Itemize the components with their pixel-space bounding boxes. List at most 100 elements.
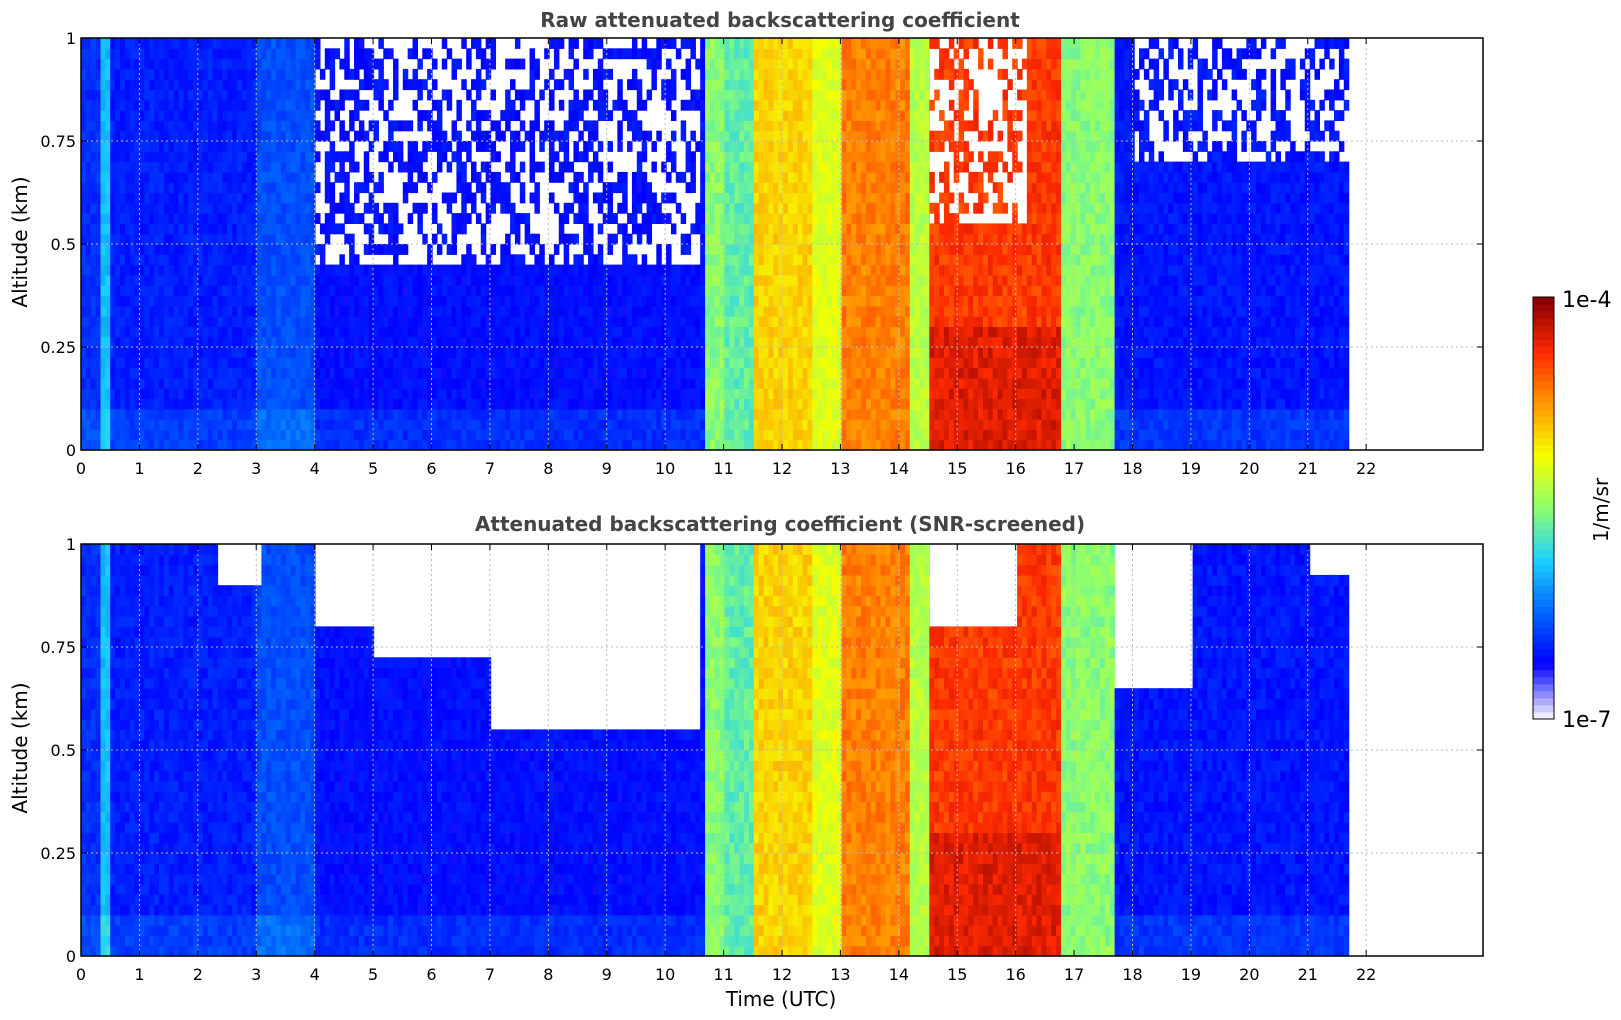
- heatmap-cell: [714, 130, 721, 142]
- heatmap-cell: [232, 48, 238, 60]
- heatmap-cell: [792, 110, 799, 121]
- heatmap-cell: [163, 367, 170, 379]
- heatmap-cell: [568, 68, 575, 80]
- heatmap-cell: [422, 326, 428, 338]
- heatmap-cell: [485, 326, 492, 338]
- heatmap-cell: [159, 244, 165, 255]
- heatmap-cell: [363, 295, 370, 307]
- heatmap-cell: [773, 79, 779, 91]
- heatmap-cell: [354, 408, 360, 420]
- heatmap-cell: [241, 367, 248, 379]
- heatmap-cell: [344, 336, 350, 348]
- heatmap-cell: [456, 223, 462, 235]
- heatmap-cell: [315, 357, 321, 369]
- heatmap-cell: [378, 79, 384, 91]
- heatmap-cell: [475, 336, 482, 348]
- heatmap-cell: [246, 48, 253, 60]
- heatmap-cell: [544, 357, 550, 369]
- heatmap-cell: [134, 192, 141, 204]
- heatmap-cell: [651, 429, 657, 441]
- heatmap-cell: [105, 233, 111, 245]
- heatmap-cell: [124, 58, 131, 70]
- heatmap-cell: [558, 357, 565, 369]
- heatmap-cell: [568, 336, 575, 348]
- heatmap-cell: [680, 295, 687, 307]
- heatmap-cell: [217, 110, 223, 121]
- heatmap-cell: [129, 439, 136, 451]
- heatmap-cell: [656, 274, 662, 286]
- heatmap-cell: [227, 213, 233, 224]
- heatmap-cell: [524, 388, 531, 400]
- heatmap-cell: [456, 264, 462, 276]
- heatmap-cell: [588, 120, 594, 132]
- heatmap-cell: [617, 419, 623, 430]
- heatmap-cell: [778, 202, 784, 214]
- heatmap-cell: [129, 223, 136, 235]
- heatmap-cell: [149, 274, 155, 286]
- heatmap-cell: [193, 388, 199, 400]
- heatmap-cell: [768, 233, 774, 245]
- heatmap-cell: [310, 336, 316, 348]
- heatmap-cell: [622, 223, 628, 235]
- heatmap-cell: [115, 68, 121, 80]
- heatmap-cell: [193, 223, 199, 235]
- heatmap-cell: [305, 171, 311, 183]
- heatmap-cell: [232, 357, 238, 369]
- heatmap-cell: [85, 285, 92, 297]
- heatmap-cell: [149, 130, 155, 142]
- heatmap-cell: [202, 202, 209, 214]
- heatmap-cell: [295, 89, 301, 101]
- heatmap-cell: [714, 357, 721, 369]
- heatmap-cell: [783, 305, 789, 317]
- heatmap-cell: [787, 99, 794, 111]
- heatmap-cell: [285, 347, 292, 358]
- heatmap-cell: [305, 161, 311, 173]
- heatmap-cell: [149, 357, 155, 369]
- heatmap-cell: [144, 398, 150, 410]
- heatmap-cell: [622, 408, 628, 420]
- heatmap-cell: [124, 295, 131, 307]
- heatmap-cell: [276, 274, 282, 286]
- heatmap-cell: [705, 367, 711, 379]
- heatmap-cell: [768, 213, 774, 224]
- heatmap-cell: [714, 48, 721, 60]
- heatmap-cell: [276, 110, 282, 121]
- heatmap-cell: [358, 388, 365, 400]
- heatmap-cell: [407, 388, 414, 400]
- heatmap-cell: [207, 223, 214, 235]
- heatmap-cell: [407, 377, 414, 389]
- heatmap-cell: [202, 161, 209, 173]
- heatmap-cell: [763, 48, 770, 60]
- heatmap-cell: [188, 151, 194, 163]
- heatmap-cell: [95, 233, 102, 245]
- heatmap-cell: [432, 316, 438, 327]
- heatmap-cell: [266, 38, 272, 49]
- heatmap-cell: [295, 347, 301, 358]
- heatmap-cell: [315, 285, 321, 297]
- heatmap-cell: [583, 182, 589, 194]
- heatmap-cell: [276, 388, 282, 400]
- heatmap-cell: [763, 89, 770, 101]
- heatmap-cell: [139, 244, 145, 255]
- heatmap-cell: [441, 264, 448, 276]
- heatmap-cell: [451, 305, 458, 317]
- heatmap-cell: [773, 274, 779, 286]
- heatmap-cell: [514, 223, 521, 235]
- heatmap-cell: [358, 367, 365, 379]
- heatmap-cell: [105, 316, 111, 327]
- heatmap-cell: [617, 357, 623, 369]
- heatmap-cell: [129, 233, 136, 245]
- heatmap-cell: [544, 264, 550, 276]
- heatmap-cell: [305, 408, 311, 420]
- heatmap-cell: [441, 388, 448, 400]
- heatmap-cell: [510, 357, 516, 369]
- heatmap-cell: [475, 38, 482, 49]
- heatmap-cell: [144, 233, 150, 245]
- heatmap-cell: [597, 79, 604, 91]
- heatmap-cell: [661, 305, 667, 317]
- heatmap-cell: [783, 58, 789, 70]
- heatmap-cell: [471, 130, 477, 142]
- heatmap-cell: [695, 305, 701, 317]
- heatmap-cell: [358, 182, 365, 194]
- heatmap-cell: [490, 336, 497, 348]
